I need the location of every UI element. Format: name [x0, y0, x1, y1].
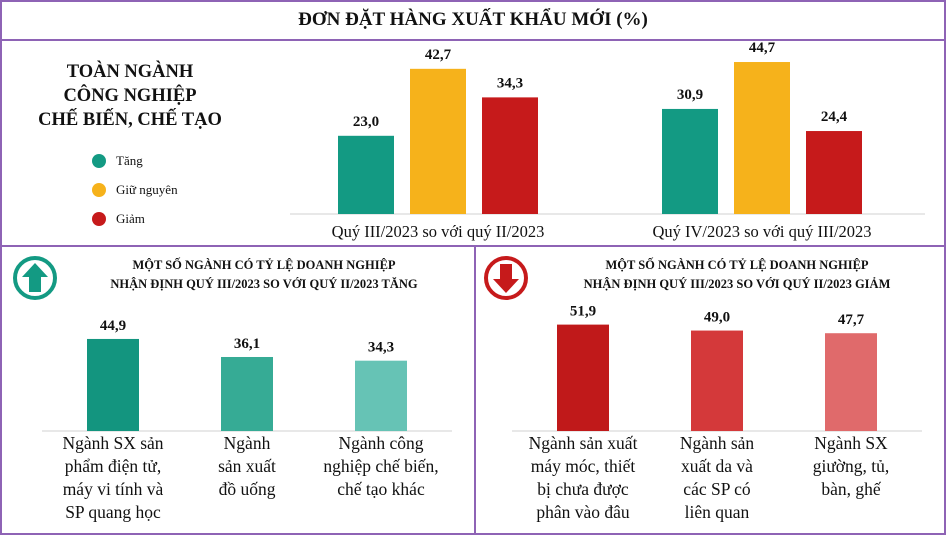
left-category-label: Ngành SX sản phẩm điện tử, máy vi tính và S…: [33, 432, 193, 524]
right-category-label: Ngành sản xuất da và các SP có liên quan: [637, 432, 797, 524]
top-bar-1-1: [734, 62, 790, 214]
left-panel-title-line: MỘT SỐ NGÀNH CÓ TỶ LỆ DOANH NGHIỆP: [132, 258, 396, 272]
legend-label: Giảm: [116, 210, 145, 226]
legend-dot: [92, 182, 106, 197]
category-label-line: Ngành sản: [679, 433, 755, 453]
legend-dot: [92, 153, 106, 168]
legend: Tăng Giữ nguyên Giảm: [92, 146, 178, 233]
top-bar-1-2: [806, 131, 862, 214]
vertical-divider: [474, 247, 476, 535]
top-bar-value-label: 23,0: [353, 114, 379, 130]
top-bar-value-label: 24,4: [821, 109, 848, 125]
right-value-label: 49,0: [704, 310, 730, 326]
category-label-line: bị chưa được: [537, 479, 629, 499]
legend-item-giu-nguyen: Giữ nguyên: [92, 175, 178, 204]
right-bar-0: [557, 324, 609, 431]
right-bar-1: [691, 330, 743, 431]
category-label-line: xuất da và: [681, 456, 753, 476]
left-category-label: Ngành công nghiệp chế biến, chế tạo khác: [301, 432, 461, 501]
left-category-label: Ngành sản xuất đồ uống: [167, 432, 327, 501]
right-category-label: Ngành SX giường, tủ, bàn, ghế: [771, 432, 931, 501]
right-value-label: 47,7: [838, 312, 865, 328]
right-panel-title: MỘT SỐ NGÀNH CÓ TỶ LỆ DOANH NGHIỆP NHẬN …: [532, 256, 942, 294]
left-panel-title: MỘT SỐ NGÀNH CÓ TỶ LỆ DOANH NGHIỆP NHẬN …: [62, 256, 466, 294]
category-label-line: chế tạo khác: [337, 479, 425, 499]
top-bar-value-label: 30,9: [677, 87, 703, 103]
top-bar-value-label: 34,3: [497, 75, 523, 91]
top-heading-line: CÔNG NGHIỆP: [63, 86, 197, 106]
category-label-line: sản xuất: [218, 456, 276, 476]
top-bar-0-2: [482, 97, 538, 214]
category-label-line: Ngành sản xuất: [528, 433, 638, 453]
top-heading-line: CHẾ BIẾN, CHẾ TẠO: [38, 110, 222, 130]
category-label-line: Quý IV/2023 so với quý III/2023: [652, 222, 872, 241]
category-label-line: liên quan: [684, 502, 750, 522]
top-bar-value-label: 42,7: [425, 47, 452, 63]
top-heading-line: TOÀN NGÀNH: [66, 62, 194, 82]
legend-item-tang: Tăng: [92, 146, 178, 175]
top-chart-heading: TOÀN NGÀNH CÔNG NGHIỆP CHẾ BIẾN, CHẾ TẠO: [30, 60, 230, 132]
top-category-label: Quý IV/2023 so với quý III/2023: [612, 220, 912, 243]
category-label-line: phân vào đâu: [536, 502, 630, 522]
right-panel-title-line: MỘT SỐ NGÀNH CÓ TỶ LỆ DOANH NGHIỆP: [605, 258, 869, 272]
right-value-label: 51,9: [570, 304, 596, 320]
top-bar-0-1: [410, 68, 466, 214]
category-label-line: Ngành công: [338, 433, 424, 453]
category-label-line: phẩm điện tử,: [64, 456, 162, 476]
category-label-line: SP quang học: [65, 502, 161, 522]
horizontal-divider: [0, 245, 946, 247]
left-value-label: 34,3: [368, 340, 394, 356]
category-label-line: máy vi tính và: [62, 479, 164, 499]
legend-item-giam: Giảm: [92, 204, 178, 233]
category-label-line: Quý III/2023 so với quý II/2023: [331, 222, 545, 241]
category-label-line: Ngành SX: [814, 433, 888, 453]
right-bar-2: [825, 333, 877, 431]
arrow-up-circle-icon: [13, 256, 57, 300]
left-bar-2: [355, 360, 407, 431]
category-label-line: Ngành: [223, 433, 271, 453]
top-bar-1-0: [662, 108, 718, 214]
category-label-line: đồ uống: [218, 479, 276, 499]
category-label-line: máy móc, thiết: [530, 456, 636, 476]
category-label-line: nghiệp chế biến,: [323, 456, 439, 476]
category-label-line: bàn, ghế: [821, 479, 881, 499]
top-bar-value-label: 44,7: [749, 40, 776, 56]
left-value-label: 44,9: [100, 318, 126, 334]
right-category-label: Ngành sản xuất máy móc, thiết bị chưa được…: [503, 432, 663, 524]
category-label-line: giường, tủ,: [812, 456, 890, 476]
top-category-label: Quý III/2023 so với quý II/2023: [288, 220, 588, 243]
left-bar-0: [87, 338, 139, 431]
left-value-label: 36,1: [234, 336, 260, 352]
category-label-line: Ngành SX sản: [62, 433, 164, 453]
legend-label: Tăng: [116, 152, 143, 168]
category-label-line: các SP có: [683, 479, 751, 499]
legend-dot: [92, 211, 106, 226]
top-bar-0-0: [338, 135, 394, 214]
page-title: ĐƠN ĐẶT HÀNG XUẤT KHẨU MỚI (%): [0, 0, 946, 41]
left-bar-1: [221, 356, 273, 431]
right-panel-title-line: NHẬN ĐỊNH QUÝ III/2023 SO VỚI QUÝ II/202…: [583, 277, 891, 291]
arrow-down-circle-icon: [484, 256, 528, 300]
legend-label: Giữ nguyên: [116, 181, 178, 197]
left-panel-title-line: NHẬN ĐỊNH QUÝ III/2023 SO VỚI QUÝ II/202…: [110, 277, 418, 291]
